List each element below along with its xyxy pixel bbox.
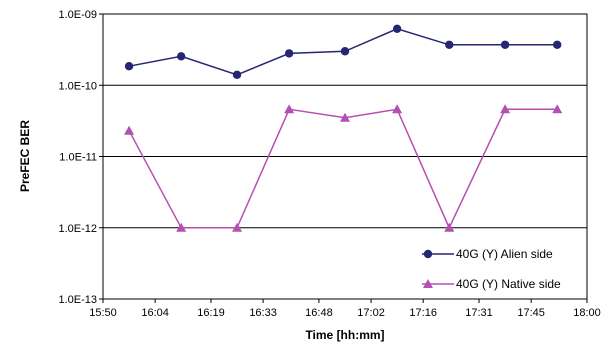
x-tick-labels: 15:50 16:04 16:19 16:33 16:48 17:02 17:16 17:31…: [89, 299, 601, 319]
x-tick-label: 16:19: [197, 307, 225, 319]
legend: 40G (Y) Alien side 40G (Y) Native side: [422, 247, 561, 291]
x-tick-label: 16:48: [305, 307, 333, 319]
series-layer: [124, 24, 563, 232]
legend-label-alien: 40G (Y) Alien side: [456, 247, 553, 261]
series-native: [124, 104, 563, 232]
x-tick-label: 17:45: [517, 307, 545, 319]
x-tick-label: 17:16: [409, 307, 437, 319]
legend-label-native: 40G (Y) Native side: [456, 277, 561, 291]
series-line: [128, 108, 558, 230]
y-tick-label: 1.0E-12: [58, 223, 97, 235]
data-point: [392, 24, 402, 33]
x-tick-label: 16:04: [141, 307, 169, 319]
data-point: [392, 104, 403, 114]
x-tick-label: 17:02: [357, 307, 385, 319]
x-tick-label: 15:50: [89, 307, 117, 319]
data-point: [340, 112, 350, 122]
data-point: [284, 104, 295, 114]
y-tick-label: 1.0E-10: [58, 80, 97, 92]
data-point: [124, 62, 134, 71]
data-point: [232, 222, 243, 232]
series-alien: [124, 24, 562, 80]
data-point: [552, 104, 563, 114]
x-axis-title: Time [hh:mm]: [305, 328, 384, 342]
y-tick-label: 1.0E-11: [59, 152, 97, 164]
data-point: [423, 249, 433, 259]
y-tick-label: 1.0E-09: [58, 9, 97, 21]
data-point: [124, 125, 135, 135]
grid-lines: [103, 84, 587, 229]
data-point: [340, 47, 350, 56]
data-point: [423, 279, 433, 288]
x-tick-label: 18:00: [573, 307, 601, 319]
data-point: [553, 40, 562, 49]
data-point: [176, 222, 187, 232]
x-tick-label: 17:31: [465, 307, 493, 319]
data-point: [500, 40, 510, 49]
x-tick-label: 16:33: [249, 307, 277, 319]
legend-swatch-native: [422, 279, 454, 288]
data-point: [232, 70, 242, 80]
y-tick-label: 1.0E-13: [58, 294, 97, 306]
data-point: [444, 222, 455, 232]
data-point: [176, 52, 186, 61]
data-point: [500, 104, 511, 114]
legend-swatch-alien: [422, 249, 454, 259]
y-axis-title: PreFEC BER: [18, 120, 32, 192]
data-point: [284, 49, 294, 58]
data-point: [445, 40, 454, 49]
y-tick-labels: 1.0E-13 1.0E-12 1.0E-11 1.0E-10 1.0E-09: [58, 9, 103, 306]
